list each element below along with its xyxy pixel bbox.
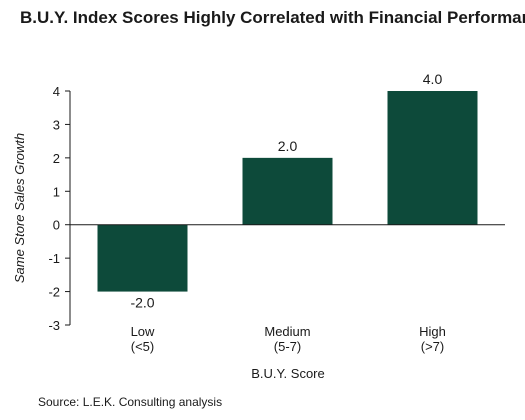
x-tick-label: Medium (264, 324, 310, 339)
y-tick-label: 0 (53, 218, 60, 233)
x-tick-sublabel: (>7) (421, 339, 444, 354)
y-axis: -3 -2 -1 0 1 2 3 4 (48, 84, 71, 333)
y-tick-label: 3 (53, 117, 60, 132)
source-note: Source: L.E.K. Consulting analysis (38, 395, 223, 409)
x-axis-title: B.U.Y. Score (251, 366, 324, 381)
y-tick-label: -3 (48, 318, 60, 333)
y-tick-label: -2 (48, 285, 60, 300)
y-tick-label: 2 (53, 151, 60, 166)
data-label: 4.0 (423, 71, 443, 87)
data-label: -2.0 (130, 295, 154, 311)
bar (97, 224, 188, 292)
bar (242, 157, 333, 225)
y-tick-label: 1 (53, 184, 60, 199)
x-axis: Low(<5) Medium(5-7) High(>7) (70, 224, 505, 354)
y-tick-label: 4 (53, 84, 60, 99)
x-tick-sublabel: (5-7) (274, 339, 301, 354)
data-label: 2.0 (278, 138, 298, 154)
x-tick-sublabel: (<5) (131, 339, 154, 354)
bar (387, 91, 478, 225)
y-tick-label: -1 (48, 251, 60, 266)
chart-title: B.U.Y. Index Scores Highly Correlated wi… (20, 8, 525, 27)
y-axis-title: Same Store Sales Growth (12, 133, 27, 283)
x-tick-label: High (419, 324, 446, 339)
bars: -2.0 2.0 4.0 (97, 71, 478, 311)
x-tick-label: Low (131, 324, 155, 339)
